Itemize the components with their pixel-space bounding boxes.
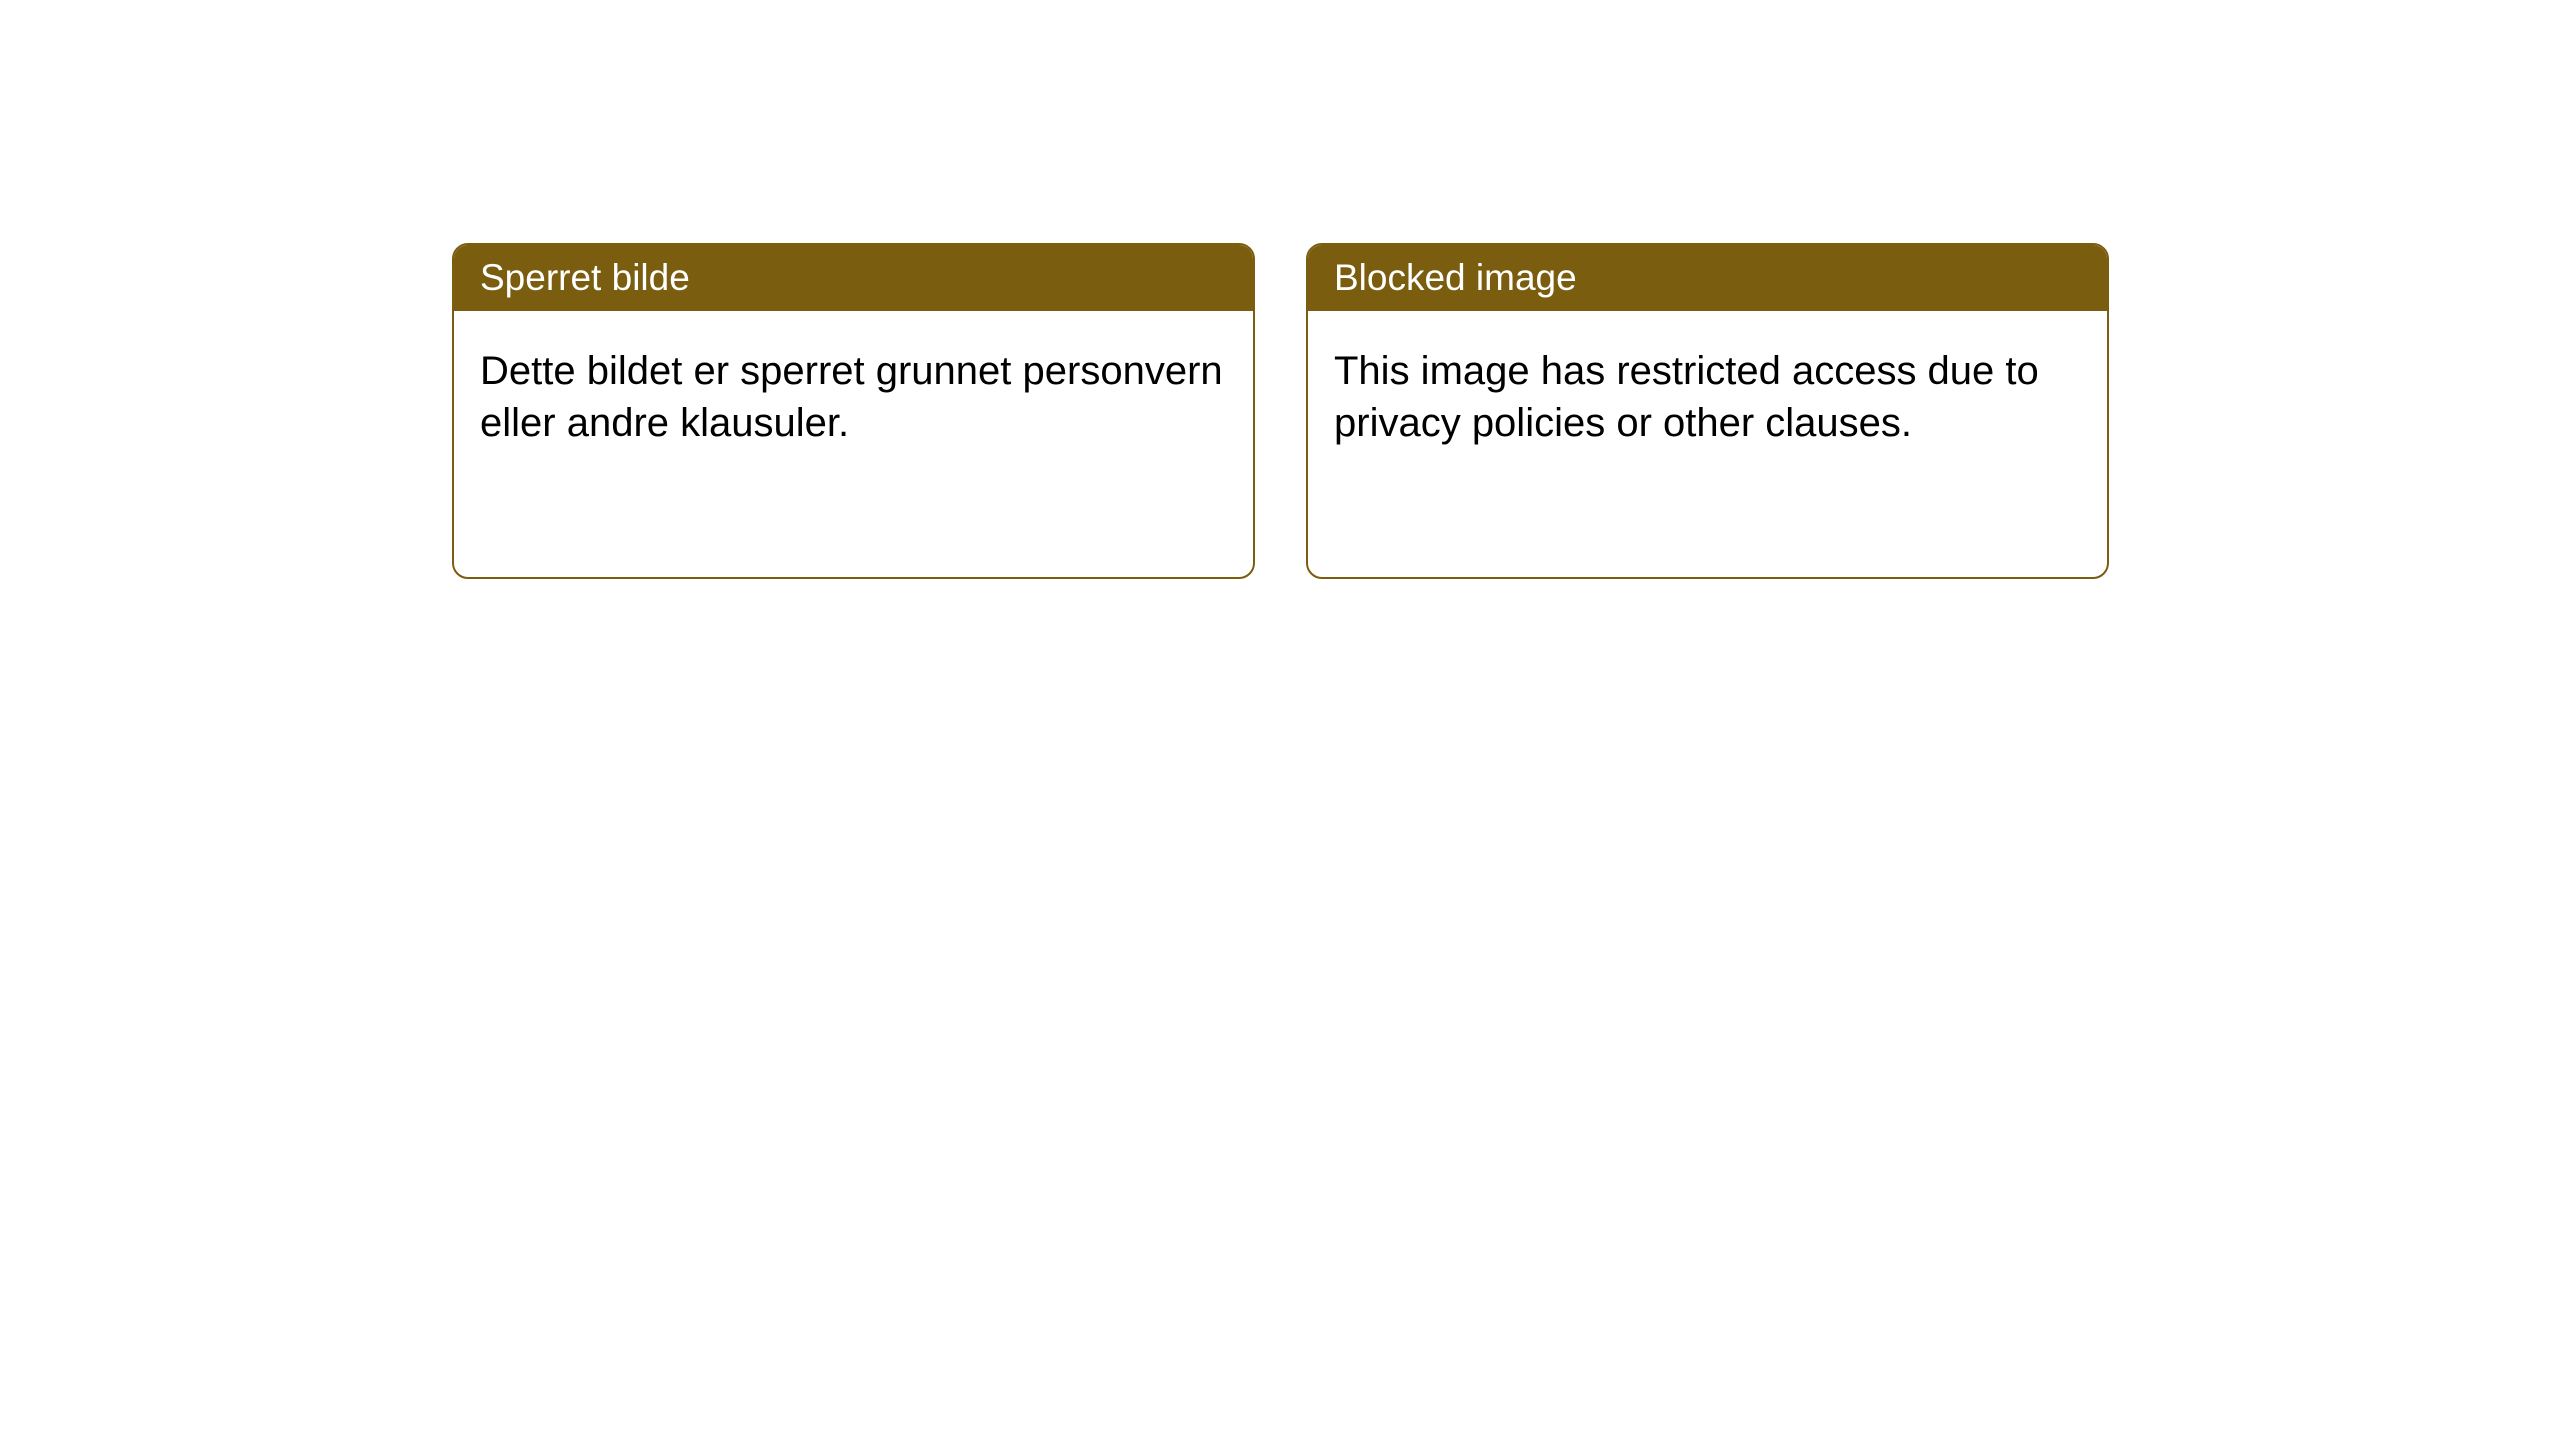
blocked-image-card-en: Blocked image This image has restricted … [1306, 243, 2109, 579]
card-body-en: This image has restricted access due to … [1308, 311, 2107, 483]
card-title-en: Blocked image [1308, 245, 2107, 311]
notice-cards-container: Sperret bilde Dette bildet er sperret gr… [452, 243, 2109, 579]
card-title-no: Sperret bilde [454, 245, 1253, 311]
blocked-image-card-no: Sperret bilde Dette bildet er sperret gr… [452, 243, 1255, 579]
card-body-no: Dette bildet er sperret grunnet personve… [454, 311, 1253, 483]
